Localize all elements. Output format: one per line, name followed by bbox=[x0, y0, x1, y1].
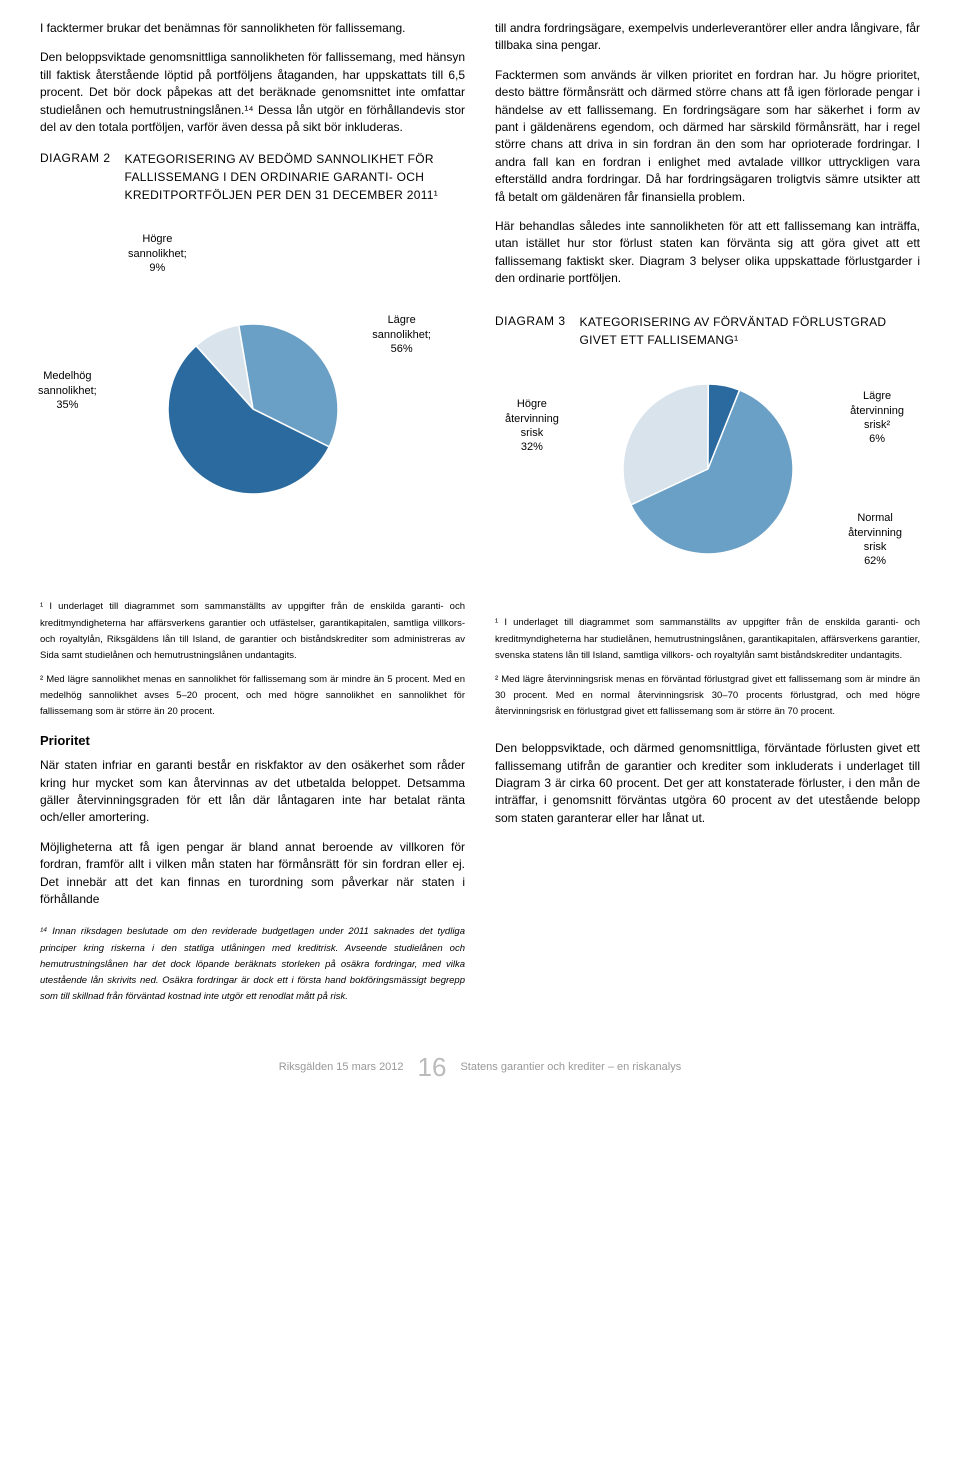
chart3-label-lagre: Lägreåtervinningsrisk²6% bbox=[850, 389, 904, 446]
page-number: 16 bbox=[418, 1049, 447, 1087]
chart3-label-hogre: Högreåtervinningsrisk32% bbox=[505, 397, 559, 454]
heading-prioritet: Prioritet bbox=[40, 732, 465, 751]
para: till andra fordringsägare, exempelvis un… bbox=[495, 20, 920, 55]
chart2: Medelhögsannolikhet;35% Lägresannolikhet… bbox=[40, 309, 465, 509]
para: I facktermer brukar det benämnas för san… bbox=[40, 20, 465, 37]
footnote: ² Med lägre återvinningsrisk menas en fö… bbox=[495, 672, 920, 720]
diagram2-num: DIAGRAM 2 bbox=[40, 150, 111, 167]
chart3-svg bbox=[608, 369, 808, 569]
diagram3-title: KATEGORISERING AV FÖRVÄNTAD FÖRLUSTGRAD … bbox=[580, 313, 920, 349]
chart2-label-lagre: Lägresannolikhet;56% bbox=[372, 313, 431, 356]
chart3-label-normal: Normalåtervinningsrisk62% bbox=[848, 511, 902, 568]
diagram3-header: DIAGRAM 3 KATEGORISERING AV FÖRVÄNTAD FÖ… bbox=[495, 313, 920, 349]
chart2-label-medel: Medelhögsannolikhet;35% bbox=[38, 369, 97, 412]
para: Här behandlas således inte sannolikheten… bbox=[495, 218, 920, 288]
chart2-svg bbox=[153, 309, 353, 509]
para: Den beloppsviktade, och därmed genomsnit… bbox=[495, 740, 920, 827]
chart3: Högreåtervinningsrisk32% Lägreåtervinnin… bbox=[495, 369, 920, 599]
diagram2-title: KATEGORISERING AV BEDÖMD SANNOLIKHET FÖR… bbox=[125, 150, 465, 204]
diagram2-header: DIAGRAM 2 KATEGORISERING AV BEDÖMD SANNO… bbox=[40, 150, 465, 204]
para: Möjligheterna att få igen pengar är blan… bbox=[40, 839, 465, 909]
chart2-label-hogre: Högresannolikhet;9% bbox=[128, 232, 187, 275]
chart2-top: Högresannolikhet;9% bbox=[40, 214, 465, 274]
para: Facktermen som används är vilken priorit… bbox=[495, 67, 920, 206]
footer-left: Riksgälden 15 mars 2012 bbox=[279, 1060, 404, 1076]
footer-right: Statens garantier och krediter – en risk… bbox=[460, 1060, 681, 1076]
footnote: ² Med lägre sannolikhet menas en sannoli… bbox=[40, 672, 465, 720]
para: Den beloppsviktade genomsnittliga sannol… bbox=[40, 49, 465, 136]
page-footer: Riksgälden 15 mars 2012 16 Statens garan… bbox=[40, 1049, 920, 1087]
footnote: ¹ I underlaget till diagrammet som samma… bbox=[40, 599, 465, 664]
diagram3-num: DIAGRAM 3 bbox=[495, 313, 566, 330]
footnote: ¹ I underlaget till diagrammet som samma… bbox=[495, 615, 920, 663]
para: När staten infriar en garanti består en … bbox=[40, 757, 465, 827]
footnote14: ¹⁴ Innan riksdagen beslutade om den revi… bbox=[40, 924, 465, 1005]
